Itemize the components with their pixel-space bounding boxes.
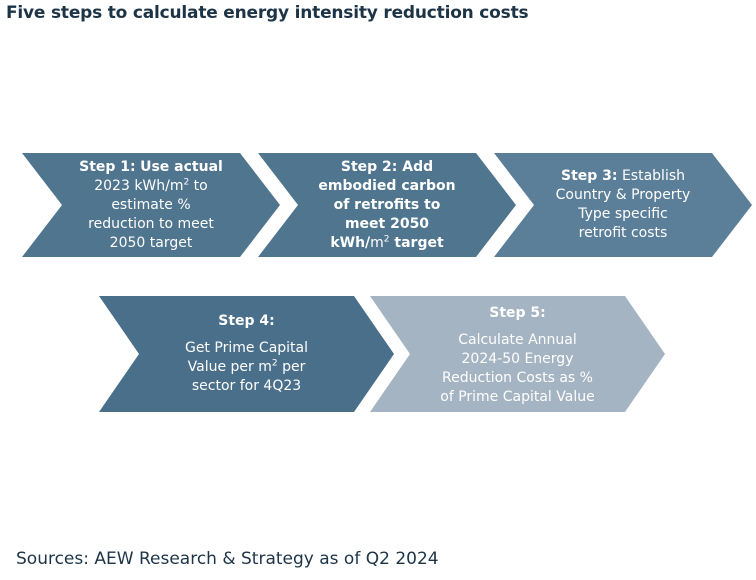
step-2-label: Step 2: Add embodied carbon of retrofits… <box>298 154 476 256</box>
step-5-label: Step 5: Calculate Annual 2024-50 Energy … <box>410 300 625 410</box>
step-3-chevron <box>494 153 752 257</box>
step-4-heading: Step 4: <box>218 313 275 329</box>
step-3-line4: retrofit costs <box>578 225 668 241</box>
step-5-line2: Calculate Annual <box>458 331 577 348</box>
step-2-line2: embodied carbon <box>318 177 456 194</box>
step-1-sup: 2 <box>183 176 190 187</box>
step-4-chevron <box>99 296 394 412</box>
step-5-line4: Reduction Costs as % <box>442 369 593 386</box>
step-4-label: Step 4: Get Prime Capital Value per m2 p… <box>139 304 354 404</box>
step-1-line2b: to <box>189 177 208 194</box>
step-5-line3: 2024-50 Energy <box>461 350 574 367</box>
step-2-line5b: target <box>389 234 444 251</box>
step-5-chevron <box>370 296 665 412</box>
step-1-line5: 2050 target <box>109 234 193 251</box>
step-1-label: Step 1: Use actual 2023 kWh/m2 to estima… <box>62 154 240 256</box>
step-2-heading: Step 2: <box>340 158 398 175</box>
step-4-line4: sector for 4Q23 <box>191 378 302 394</box>
step-2-line5m: m <box>370 234 384 251</box>
step-4-line3a: Value per m <box>187 359 272 375</box>
step-3-line1: Establish <box>621 168 685 184</box>
step-1-line1: Use actual <box>140 158 223 175</box>
step-5-heading: Step 5: <box>489 304 546 321</box>
step-3-label: Step 3: Establish Country & Property Typ… <box>532 154 714 256</box>
step-1-chevron <box>22 153 280 257</box>
step-3-heading: Step 3: <box>560 168 618 184</box>
step-2-chevron <box>258 153 516 257</box>
step-2-line3: of retrofits to <box>333 196 441 213</box>
step-2-line5a: kWh/ <box>330 234 371 251</box>
step-3-line2: Country & Property <box>555 187 691 203</box>
step-3-line3: Type specific <box>578 206 668 222</box>
source-note: Sources: AEW Research & Strategy as of Q… <box>16 549 439 569</box>
diagram-title: Five steps to calculate energy intensity… <box>6 3 529 23</box>
step-5-line5: of Prime Capital Value <box>440 388 595 405</box>
step-4-line2: Get Prime Capital <box>184 340 309 356</box>
step-1-line2a: 2023 kWh/m <box>94 177 184 194</box>
step-1-line4: reduction to meet <box>88 215 214 232</box>
step-2-line1: Add <box>402 158 434 175</box>
step-1-line3: estimate % <box>111 196 191 213</box>
step-1-heading: Step 1: <box>79 158 136 175</box>
step-2-sup: 2 <box>383 233 390 244</box>
step-4-line3b: per <box>277 359 306 375</box>
step-2-line4: meet 2050 <box>344 215 430 232</box>
step-4-sup: 2 <box>271 358 278 369</box>
